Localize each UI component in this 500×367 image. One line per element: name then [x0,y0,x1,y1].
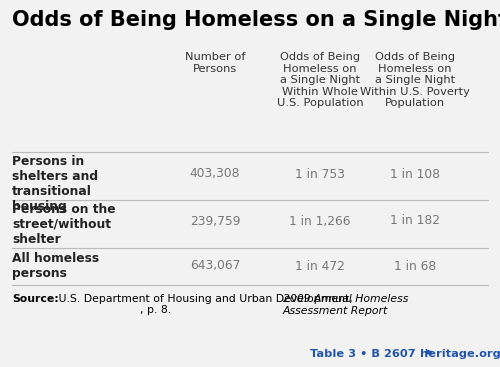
Text: 2009 Annual Homeless
Assessment Report: 2009 Annual Homeless Assessment Report [283,294,408,316]
Text: heritage.org: heritage.org [420,349,500,359]
Text: 239,759: 239,759 [190,214,240,228]
Text: All homeless
persons: All homeless persons [12,252,99,280]
Text: Number of
Persons: Number of Persons [185,52,245,74]
Text: Odds of Being
Homeless on
a Single Night
Within Whole
U.S. Population: Odds of Being Homeless on a Single Night… [276,52,364,108]
Text: 1 in 1,266: 1 in 1,266 [289,214,351,228]
Text: Odds of Being
Homeless on
a Single Night
Within U.S. Poverty
Population: Odds of Being Homeless on a Single Night… [360,52,470,108]
Text: Persons in
shelters and
transitional
housing: Persons in shelters and transitional hou… [12,155,98,213]
Text: Persons on the
street/without
shelter: Persons on the street/without shelter [12,203,116,246]
Text: 1 in 182: 1 in 182 [390,214,440,228]
Text: Source:: Source: [12,294,59,304]
Text: Table 3 • B 2607  ⚑: Table 3 • B 2607 ⚑ [310,349,442,359]
Text: 1 in 753: 1 in 753 [295,167,345,181]
Text: 643,067: 643,067 [190,259,240,273]
Text: 1 in 472: 1 in 472 [295,259,345,273]
Text: Odds of Being Homeless on a Single Night in 2009: Odds of Being Homeless on a Single Night… [12,10,500,30]
Text: 403,308: 403,308 [190,167,240,181]
Text: 1 in 68: 1 in 68 [394,259,436,273]
Text: 1 in 108: 1 in 108 [390,167,440,181]
Text: U.S. Department of Housing and Urban Development,: U.S. Department of Housing and Urban Dev… [55,294,356,304]
Text: , p. 8.: , p. 8. [140,305,171,315]
